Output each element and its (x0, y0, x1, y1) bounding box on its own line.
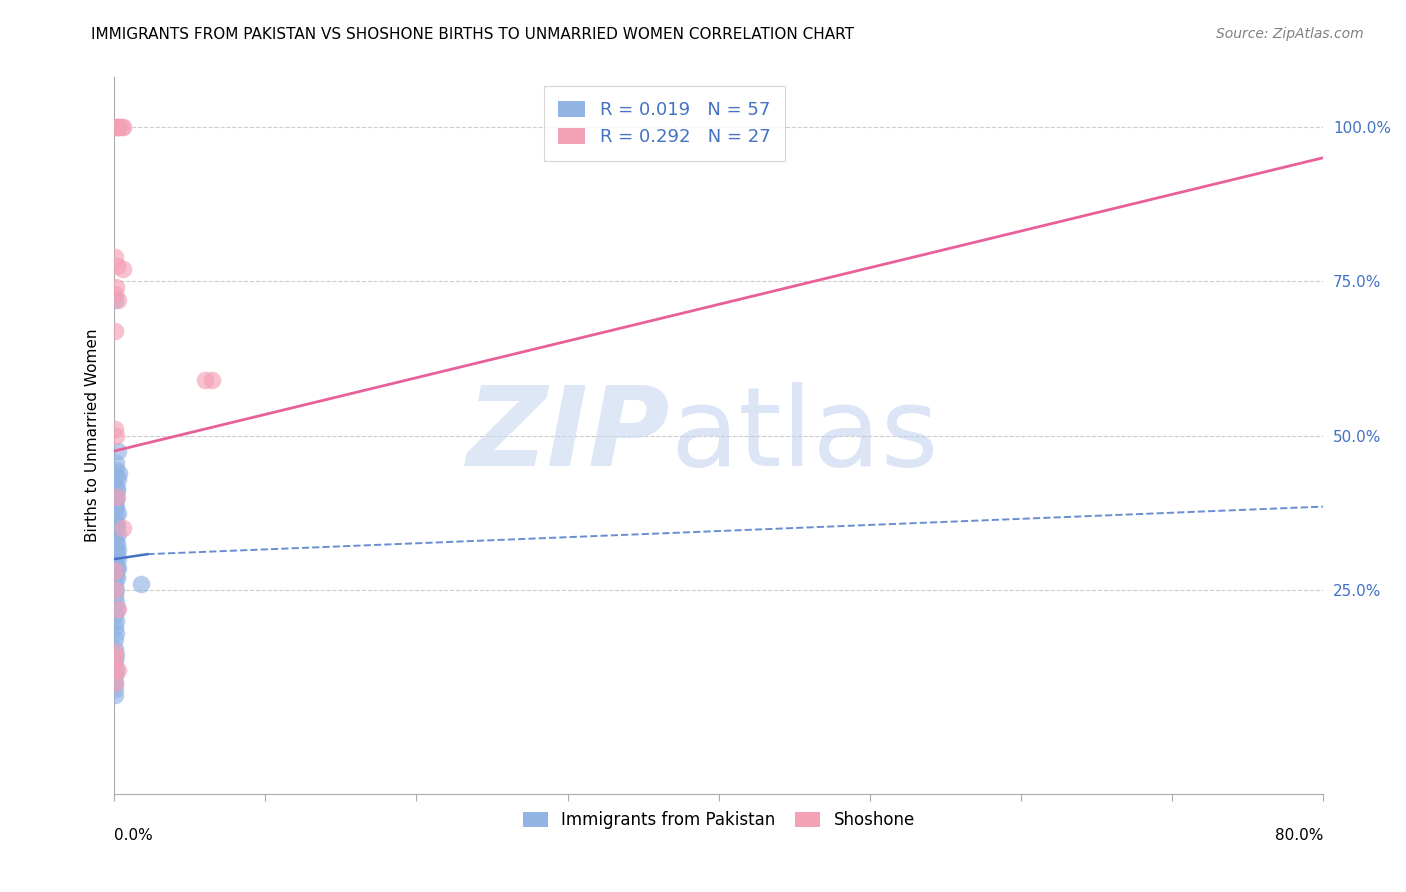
Text: Source: ZipAtlas.com: Source: ZipAtlas.com (1216, 27, 1364, 41)
Point (105, 567, 128, 582)
Point (107, 472, 129, 486)
Point (105, 259, 128, 273)
Text: IMMIGRANTS FROM PAKISTAN VS SHOSHONE BIRTHS TO UNMARRIED WOMEN CORRELATION CHART: IMMIGRANTS FROM PAKISTAN VS SHOSHONE BIR… (91, 27, 855, 42)
Point (104, 654, 127, 668)
Point (104, 496, 127, 510)
Point (104, 456, 127, 470)
Point (105, 518, 128, 533)
Point (107, 601, 129, 615)
Point (111, 120, 134, 134)
Point (104, 500, 127, 514)
Point (105, 536, 128, 550)
Point (104, 280, 127, 294)
Point (105, 533, 128, 548)
Point (104, 286, 127, 301)
Point (104, 120, 127, 134)
Point (104, 540, 127, 554)
Y-axis label: Births to Unmarried Women: Births to Unmarried Women (86, 329, 100, 542)
Point (112, 261, 135, 276)
Point (194, 373, 217, 387)
Point (104, 478, 127, 492)
Point (105, 468, 128, 483)
Text: ZIP: ZIP (467, 382, 671, 489)
Point (105, 508, 128, 523)
Point (105, 484, 128, 499)
Point (104, 681, 127, 696)
Point (107, 527, 129, 541)
Point (105, 601, 128, 615)
Point (104, 555, 127, 569)
Point (107, 120, 129, 134)
Point (105, 571, 128, 585)
Point (104, 250, 127, 264)
Point (104, 620, 127, 634)
Point (104, 589, 127, 603)
Point (105, 491, 128, 505)
Point (107, 466, 129, 480)
Point (104, 669, 127, 683)
Point (104, 422, 127, 436)
Point (107, 542, 129, 557)
Point (111, 521, 134, 535)
Point (105, 491, 128, 505)
Point (104, 688, 127, 702)
Text: atlas: atlas (671, 382, 939, 489)
Point (104, 293, 127, 307)
Point (104, 576, 127, 591)
Point (201, 373, 224, 387)
Point (107, 293, 129, 307)
Point (104, 324, 127, 338)
Text: 80.0%: 80.0% (1275, 828, 1323, 843)
Point (104, 428, 127, 442)
Point (107, 444, 129, 458)
Point (104, 531, 127, 545)
Point (104, 524, 127, 539)
Text: 0.0%: 0.0% (114, 828, 153, 843)
Point (104, 614, 127, 628)
Point (107, 120, 129, 134)
Point (104, 607, 127, 622)
Point (104, 565, 127, 579)
Point (105, 549, 128, 563)
Point (105, 542, 128, 557)
Point (105, 462, 128, 476)
Point (104, 663, 127, 677)
Point (105, 481, 128, 495)
Point (105, 518, 128, 533)
Point (107, 663, 129, 677)
Point (104, 651, 127, 665)
Point (104, 582, 127, 597)
Point (104, 663, 127, 677)
Point (104, 675, 127, 690)
Point (104, 555, 127, 569)
Point (104, 502, 127, 516)
Point (105, 120, 128, 134)
Point (104, 515, 127, 529)
Point (104, 645, 127, 659)
Point (104, 546, 127, 560)
Point (104, 595, 127, 609)
Legend: Immigrants from Pakistan, Shoshone: Immigrants from Pakistan, Shoshone (516, 805, 921, 836)
Point (111, 120, 134, 134)
Point (104, 626, 127, 640)
Point (105, 493, 128, 508)
Point (104, 641, 127, 656)
Point (104, 565, 127, 579)
Point (131, 576, 153, 591)
Point (104, 632, 127, 647)
Point (107, 506, 129, 520)
Point (107, 552, 129, 566)
Point (107, 561, 129, 575)
Point (105, 582, 128, 597)
Point (105, 561, 128, 575)
Point (104, 675, 127, 690)
Point (105, 648, 128, 662)
